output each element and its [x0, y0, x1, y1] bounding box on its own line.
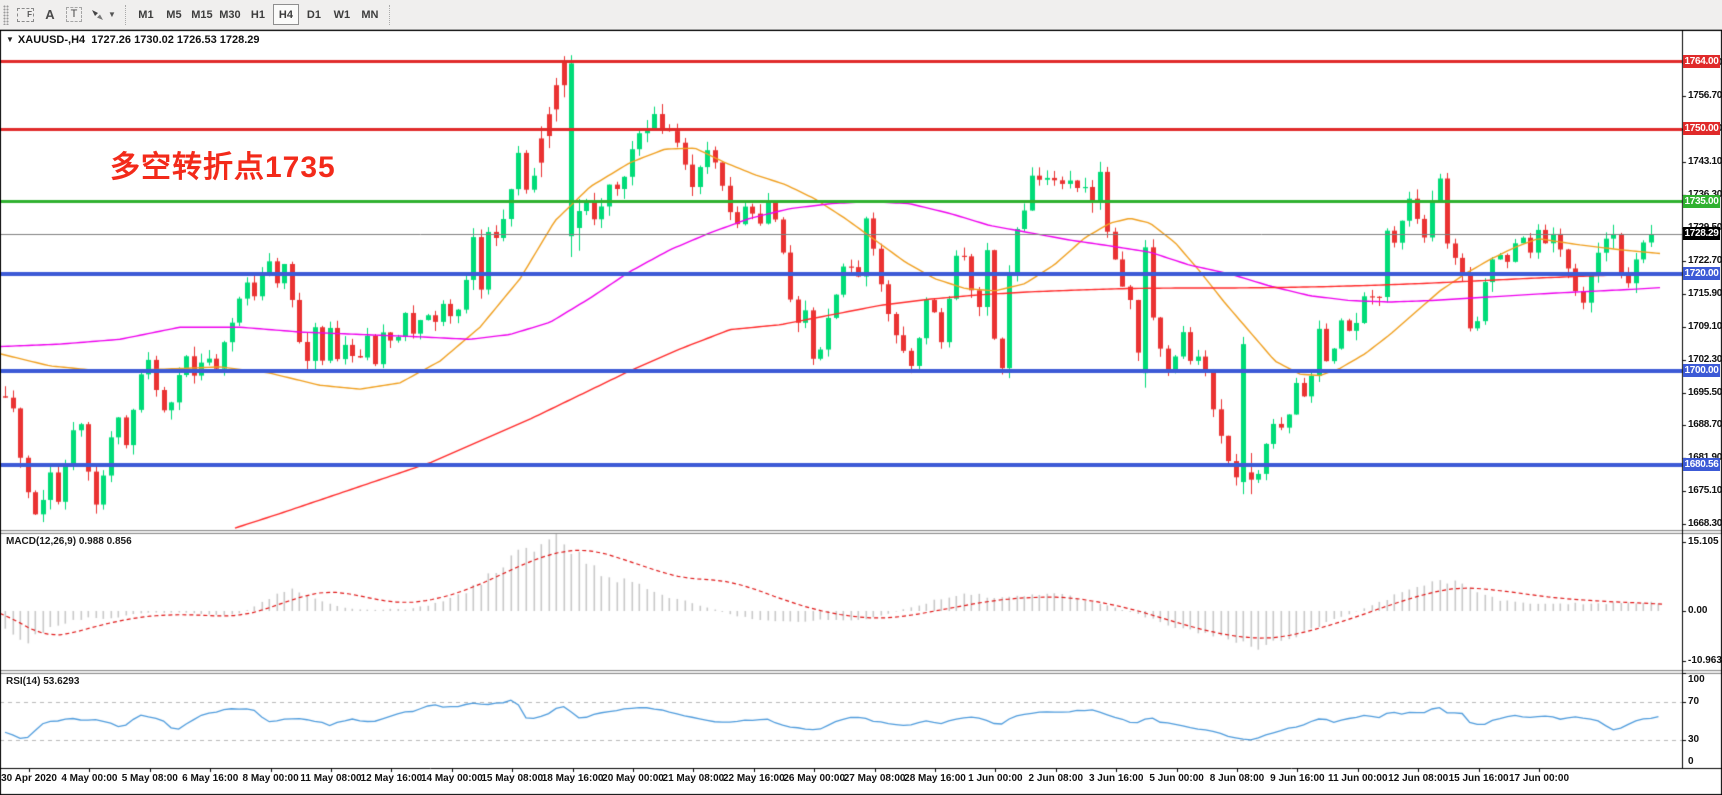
time-axis-label: 12 Jun 08:00	[1388, 773, 1449, 784]
time-axis-label: 21 May 08:00	[662, 773, 725, 784]
time-axis-label: 8 Jun 08:00	[1209, 773, 1265, 784]
toolbar-separator	[124, 4, 127, 25]
time-axis-label: 17 Jun 00:00	[1508, 773, 1570, 784]
current-price-badge: 1728.29	[1683, 227, 1720, 241]
time-axis-label: 28 May 16:00	[904, 773, 966, 784]
price-axis-tick-label: 1695.50	[1688, 386, 1722, 398]
macd-scale-label: -10.963	[1688, 655, 1722, 667]
time-axis-label: 2 Jun 08:00	[1028, 773, 1084, 784]
time-axis-label: 12 May 16:00	[360, 773, 423, 784]
price-axis-tick-label: 1715.90	[1688, 287, 1722, 299]
price-axis-tick-label: 1756.70	[1688, 90, 1722, 102]
timeframe-button-d1[interactable]: D1	[301, 4, 327, 25]
price-axis-tick-label: 1736.30	[1688, 189, 1722, 200]
timeframe-button-group: M1 M5 M15 M30 H1 H4 D1 W1 MN	[132, 4, 384, 25]
macd-values: 0.988 0.856	[78, 536, 132, 547]
toolbar-grip[interactable]	[3, 4, 9, 25]
price-axis-tick-label: 1675.10	[1688, 485, 1722, 497]
price-axis-tick-label: 1702.30	[1688, 353, 1722, 365]
time-axis-label: 20 May 00:00	[602, 773, 664, 784]
timeframe-button-mn[interactable]: MN	[357, 4, 383, 25]
text-label-icon: A	[45, 7, 55, 22]
price-level-badge: 1680.56	[1683, 458, 1720, 472]
symbol-dropdown-icon[interactable]: ▼	[6, 35, 14, 44]
time-axis-label: 27 May 08:00	[843, 773, 906, 784]
rsi-scale-label: 30	[1688, 733, 1700, 745]
time-axis-label: 3 Jun 16:00	[1088, 773, 1144, 784]
price-level-badge: 1750.00	[1683, 122, 1720, 136]
rsi-name: RSI(14)	[6, 676, 41, 687]
time-axis-label: 5 Jun 00:00	[1149, 773, 1204, 784]
price-level-badge: 1720.00	[1683, 267, 1720, 281]
toolbar: F A T ▼ M1 M5 M15 M30 H1 H4 D1 W1 MN	[0, 0, 1722, 30]
price-axis-tick-label: 1668.30	[1688, 518, 1722, 530]
rsi-scale-label: 70	[1688, 695, 1700, 707]
timeframe-button-w1[interactable]: W1	[329, 4, 355, 25]
time-axis-label: 11 May 08:00	[300, 773, 362, 784]
time-axis-label: 5 May 08:00	[121, 773, 178, 784]
price-level-badge: 1764.00	[1683, 54, 1720, 68]
price-axis-tick-label: 1688.70	[1688, 419, 1722, 431]
time-axis-label: 15 Jun 16:00	[1448, 773, 1509, 784]
time-axis-label: 15 May 08:00	[481, 773, 544, 784]
macd-scale-label: 0.00	[1688, 605, 1708, 616]
timeframe-button-m15[interactable]: M15	[189, 4, 215, 25]
time-axis-label: 30 Apr 2020	[1, 773, 57, 784]
price-axis-tick-label: 1709.10	[1688, 320, 1722, 332]
macd-scale-label: 15.105	[1688, 535, 1719, 547]
dropdown-caret-icon: ▼	[108, 10, 116, 19]
toolbar-separator	[388, 4, 391, 25]
arrows-icon	[92, 9, 103, 20]
timeframe-button-m1[interactable]: M1	[133, 4, 159, 25]
price-axis-tick-label: 1681.90	[1688, 452, 1722, 463]
dashed-box-f-icon: F	[17, 7, 34, 22]
chart-annotation-text: 多空转折点1735	[110, 151, 336, 184]
time-axis-label: 1 Jun 00:00	[968, 773, 1023, 784]
time-axis-label: 22 May 16:00	[722, 773, 785, 784]
ohlc-values: 1727.26 1730.02 1726.53 1728.29	[91, 34, 260, 46]
time-axis-label: 4 May 00:00	[61, 773, 118, 784]
timeframe-button-m5[interactable]: M5	[161, 4, 187, 25]
price-level-badge: 1700.00	[1683, 364, 1720, 378]
price-axis-tick-label: 1743.10	[1688, 156, 1722, 168]
text-label-tool-button[interactable]: A	[38, 3, 62, 26]
price-axis-tick-label: 1722.70	[1688, 254, 1722, 266]
timeframe-button-m30[interactable]: M30	[217, 4, 243, 25]
rsi-scale-label: 100	[1688, 674, 1705, 685]
arrows-tool-button[interactable]: ▼	[86, 3, 120, 26]
timeframe-button-h4[interactable]: H4	[272, 4, 299, 25]
rsi-scale-label: 0	[1688, 756, 1694, 767]
time-axis-label: 9 Jun 16:00	[1270, 773, 1325, 784]
rsi-indicator-label: RSI(14) 53.6293	[6, 676, 79, 687]
time-axis-label: 11 Jun 00:00	[1328, 773, 1388, 784]
price-level-badge: 1735.00	[1683, 194, 1720, 208]
macd-name: MACD(12,26,9)	[6, 536, 77, 547]
chart-canvas[interactable]	[0, 30, 1722, 795]
chart-header: ▼ XAUUSD-,H4 1727.26 1730.02 1726.53 1728…	[6, 34, 260, 46]
symbol-title: XAUUSD-,H4	[17, 34, 86, 46]
macd-indicator-label: MACD(12,26,9) 0.988 0.856	[6, 536, 132, 547]
rsi-value: 53.6293	[43, 676, 80, 687]
time-axis-label: 26 May 00:00	[783, 773, 846, 784]
text-tool-button[interactable]: T	[62, 3, 86, 26]
chart-window: ▼ XAUUSD-,H4 1727.26 1730.02 1726.53 1728…	[0, 30, 1722, 795]
time-axis-label: 8 May 00:00	[242, 773, 299, 784]
time-axis-label: 14 May 00:00	[420, 773, 483, 784]
fibonacci-box-tool-button[interactable]: F	[13, 3, 38, 26]
timeframe-button-h1[interactable]: H1	[245, 4, 271, 25]
text-tool-icon: T	[66, 7, 82, 22]
time-axis-label: 18 May 16:00	[541, 773, 604, 784]
time-axis-label: 6 May 16:00	[182, 773, 239, 784]
